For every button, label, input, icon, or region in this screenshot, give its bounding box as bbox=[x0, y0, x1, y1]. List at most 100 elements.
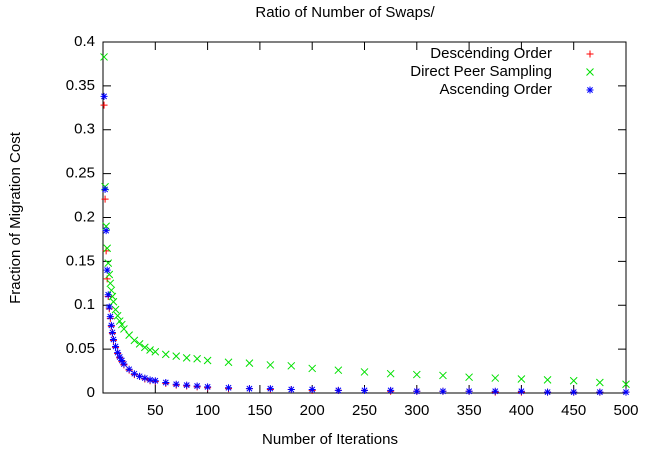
point bbox=[100, 101, 108, 109]
point bbox=[107, 286, 116, 295]
point bbox=[308, 385, 316, 393]
x-tick-label: 400 bbox=[509, 402, 534, 419]
x-tick-label: 150 bbox=[247, 402, 272, 419]
y-tick-label: 0.25 bbox=[66, 165, 95, 182]
point bbox=[439, 371, 447, 380]
y-tick-label: 0.4 bbox=[74, 33, 95, 50]
point bbox=[112, 342, 120, 350]
point bbox=[104, 291, 112, 299]
point bbox=[224, 358, 233, 367]
point bbox=[114, 349, 122, 357]
point bbox=[151, 377, 159, 385]
point bbox=[360, 368, 369, 376]
point bbox=[130, 370, 138, 378]
x-tick-label: 250 bbox=[352, 402, 377, 419]
point bbox=[287, 361, 296, 370]
point bbox=[109, 335, 117, 343]
point bbox=[465, 373, 473, 382]
point bbox=[146, 346, 154, 354]
point bbox=[517, 375, 526, 383]
y-tick-label: 0.3 bbox=[74, 121, 95, 138]
point bbox=[183, 381, 191, 389]
point bbox=[266, 385, 274, 393]
y-tick-label: 0.2 bbox=[74, 208, 95, 225]
x-tick-label: 450 bbox=[561, 402, 586, 419]
point bbox=[116, 353, 124, 361]
point bbox=[140, 343, 149, 352]
point bbox=[193, 382, 201, 390]
point bbox=[118, 357, 126, 365]
point bbox=[204, 383, 212, 391]
point bbox=[113, 311, 122, 320]
point bbox=[361, 386, 368, 394]
point bbox=[491, 387, 499, 395]
point bbox=[569, 376, 578, 385]
legend-marker bbox=[586, 68, 594, 76]
x-tick-label: 200 bbox=[300, 402, 325, 419]
point bbox=[136, 372, 144, 380]
point bbox=[387, 386, 395, 394]
point bbox=[203, 356, 212, 365]
y-tick-label: 0.35 bbox=[66, 77, 95, 94]
point bbox=[130, 336, 139, 345]
point bbox=[622, 388, 630, 396]
point bbox=[570, 388, 578, 396]
point bbox=[622, 380, 630, 389]
point bbox=[125, 365, 133, 373]
y-tick-label: 0 bbox=[87, 384, 95, 401]
x-tick-label: 500 bbox=[613, 402, 638, 419]
legend-label: Ascending Order bbox=[439, 81, 552, 98]
point bbox=[146, 376, 154, 384]
point bbox=[162, 378, 170, 386]
point bbox=[544, 388, 552, 396]
point bbox=[101, 195, 109, 203]
point bbox=[517, 387, 525, 395]
point bbox=[111, 305, 120, 314]
point bbox=[465, 387, 473, 395]
y-axis-label: Fraction of Migration Cost bbox=[7, 131, 24, 304]
point bbox=[104, 259, 113, 267]
point bbox=[543, 375, 552, 384]
point bbox=[106, 313, 114, 321]
legend-label: Direct Peer Sampling bbox=[410, 63, 552, 80]
point bbox=[172, 380, 180, 388]
point bbox=[245, 385, 253, 393]
point bbox=[120, 360, 128, 368]
point bbox=[595, 378, 604, 387]
x-tick-label: 300 bbox=[404, 402, 429, 419]
y-tick-label: 0.1 bbox=[74, 296, 95, 313]
point bbox=[115, 317, 124, 325]
point bbox=[102, 227, 110, 235]
legend-label: Descending Order bbox=[430, 45, 552, 62]
y-tick-label: 0.05 bbox=[66, 340, 95, 357]
point bbox=[334, 366, 343, 375]
point bbox=[103, 266, 111, 274]
point bbox=[287, 385, 295, 393]
point bbox=[245, 359, 254, 368]
y-tick-label: 0.15 bbox=[66, 252, 95, 269]
point bbox=[193, 354, 201, 363]
point bbox=[100, 53, 108, 61]
point bbox=[266, 361, 275, 369]
point bbox=[308, 364, 317, 373]
legend-marker bbox=[586, 50, 594, 58]
point bbox=[102, 247, 110, 255]
point bbox=[103, 244, 112, 253]
point bbox=[596, 388, 604, 396]
x-axis-label: Number of Iterations bbox=[262, 431, 398, 448]
point bbox=[172, 352, 181, 360]
point bbox=[334, 386, 342, 394]
point bbox=[151, 347, 160, 356]
point bbox=[386, 369, 395, 378]
chart-title: Ratio of Number of Swaps/ bbox=[255, 4, 435, 21]
point bbox=[141, 374, 149, 382]
legend-marker bbox=[586, 86, 594, 94]
point bbox=[106, 279, 115, 288]
point bbox=[182, 354, 191, 362]
point bbox=[412, 370, 421, 379]
point bbox=[105, 303, 113, 311]
point bbox=[107, 321, 115, 329]
point bbox=[108, 328, 116, 336]
x-tick-label: 100 bbox=[195, 402, 220, 419]
x-tick-label: 50 bbox=[147, 402, 164, 419]
